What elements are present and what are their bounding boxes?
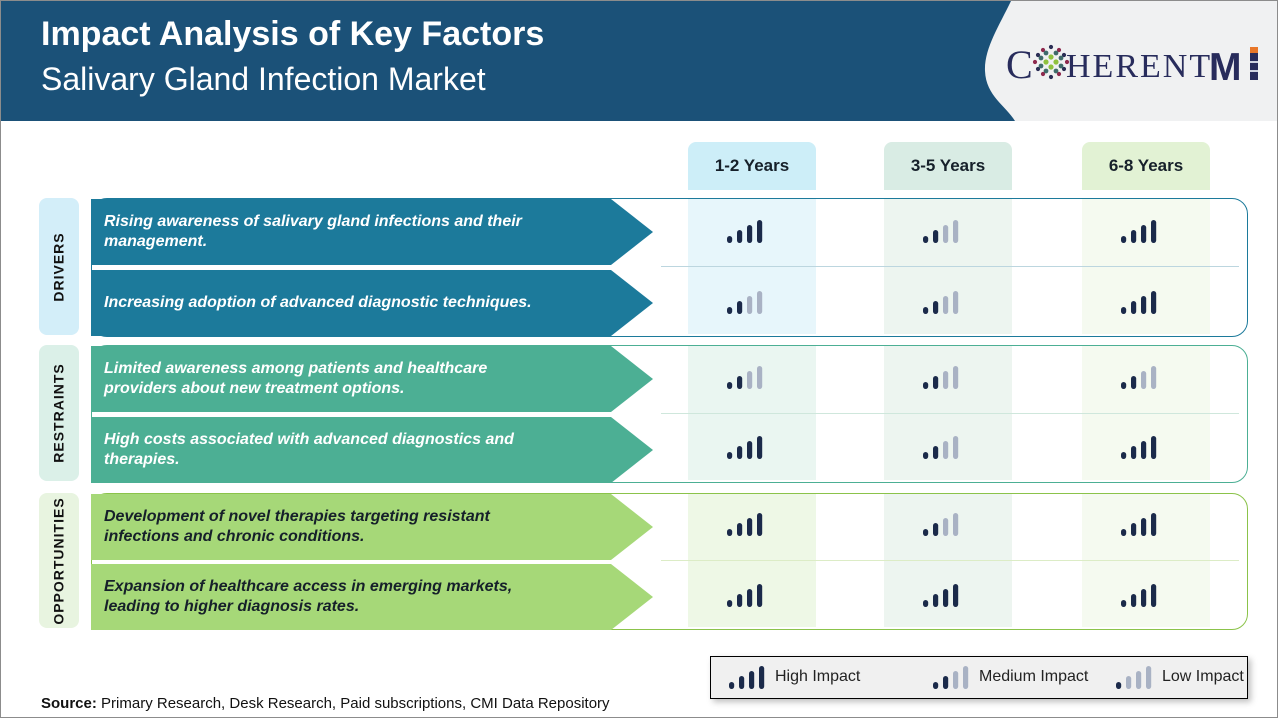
svg-text:HERENT: HERENT bbox=[1066, 48, 1212, 85]
svg-text:C: C bbox=[1006, 42, 1033, 87]
svg-text:M: M bbox=[1209, 46, 1242, 89]
